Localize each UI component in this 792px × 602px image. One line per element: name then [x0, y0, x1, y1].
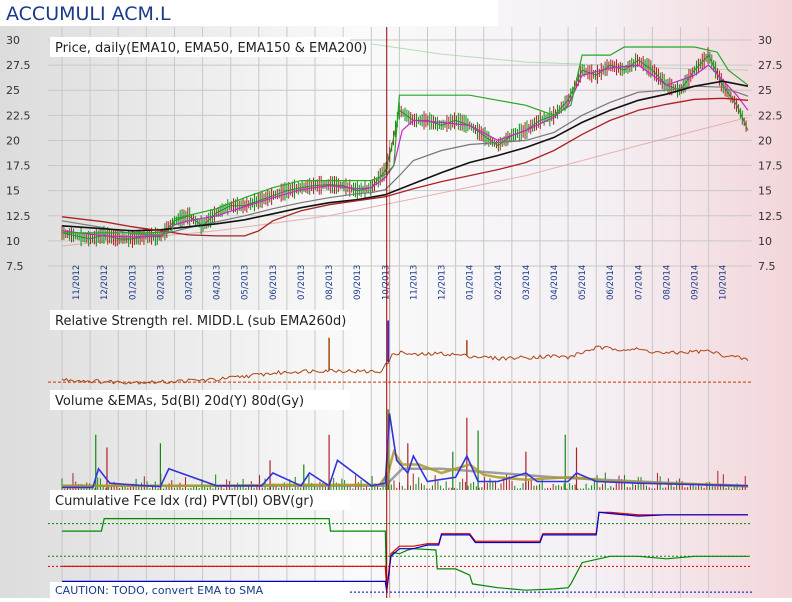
- price-panel-title-box: [50, 37, 350, 57]
- x-tick-label-4: 03/2013: [185, 265, 195, 300]
- x-tick-label-12: 11/2013: [409, 265, 419, 300]
- price-y-tick-right-9: 7.5: [758, 260, 776, 273]
- price-y-tick-right-8: 10: [758, 235, 772, 248]
- cumulative-panel-title: Cumulative Fce Idx (rd) PVT(bl) OBV(gr): [55, 494, 314, 509]
- price-y-tick-left-6: 15: [6, 185, 20, 198]
- price-series-ema150: [61, 80, 749, 232]
- volume-panel-title-box: [50, 390, 350, 410]
- price-y-tick-left-9: 7.5: [6, 260, 24, 273]
- price-series-high_band: [62, 46, 749, 234]
- price-panel: 30 30 27.5 27.5 25 25 22.5 22.5 20 20 17.5 17.5 15 15…: [6, 34, 783, 273]
- chart-title: ACCUMULI ACM.L: [6, 3, 171, 25]
- rs-panel-title-box: [50, 310, 350, 330]
- price-panel-title: Price, daily(EMA10, EMA50, EMA150 & EMA2…: [55, 41, 367, 56]
- x-tick-label-3: 02/2013: [156, 265, 166, 300]
- x-tick-label-7: 06/2013: [269, 265, 279, 300]
- x-tick-label-9: 08/2013: [325, 265, 335, 300]
- x-tick-label-22: 09/2014: [691, 265, 701, 300]
- volume-ema5-line: [62, 413, 749, 489]
- price-y-tick-left-8: 10: [6, 235, 20, 248]
- x-tick-label-8: 07/2013: [297, 265, 307, 300]
- x-tick-label-21: 08/2014: [662, 265, 672, 300]
- x-tick-label-18: 05/2014: [578, 265, 588, 300]
- price-y-tick-right-1: 27.5: [758, 59, 783, 72]
- price-y-tick-left-1: 27.5: [6, 59, 31, 72]
- price-y-tick-right-2: 25: [758, 84, 772, 97]
- x-tick-label-6: 05/2013: [241, 265, 251, 300]
- x-tick-label-5: 04/2013: [213, 265, 223, 300]
- price-y-tick-right-5: 17.5: [758, 160, 783, 173]
- price-y-tick-right-0: 30: [758, 34, 772, 47]
- x-tick-label-10: 09/2013: [353, 265, 363, 300]
- price-y-tick-left-4: 20: [6, 134, 20, 147]
- price-y-tick-left-0: 30: [6, 34, 20, 47]
- relative-strength-panel: [48, 320, 752, 385]
- price-y-tick-right-6: 15: [758, 185, 772, 198]
- price-y-tick-left-7: 12.5: [6, 210, 31, 223]
- x-tick-label-0: 11/2012: [72, 265, 82, 300]
- volume-panel: [61, 409, 749, 490]
- title-box: [0, 0, 498, 26]
- long-ema-pink-line: [61, 116, 749, 247]
- rs-panel-title: Relative Strength rel. MIDD.L (sub EMA26…: [55, 314, 346, 329]
- x-tick-label-17: 04/2014: [550, 265, 560, 300]
- x-tick-label-15: 02/2014: [494, 265, 504, 300]
- price-series-ema200: [61, 97, 749, 237]
- caution-note: CAUTION: TODO, convert EMA to SMA: [55, 584, 264, 597]
- rs-line: [61, 345, 749, 385]
- price-y-tick-right-4: 20: [758, 134, 772, 147]
- caution-box: [50, 582, 350, 598]
- price-series-price: [61, 54, 749, 240]
- x-tick-label-2: 01/2013: [128, 265, 138, 300]
- x-tick-label-16: 03/2014: [522, 265, 532, 300]
- price-y-tick-right-3: 22.5: [758, 109, 783, 122]
- price-y-tick-left-3: 22.5: [6, 109, 31, 122]
- price-series-ema10: [61, 64, 749, 238]
- long-ema-green-line: [371, 43, 749, 71]
- x-tick-label-14: 01/2014: [466, 265, 476, 300]
- volume-panel-title: Volume &EMAs, 5d(Bl) 20d(Y) 80d(Gy): [55, 394, 304, 409]
- x-tick-label-13: 12/2013: [438, 265, 448, 300]
- x-tick-label-19: 06/2014: [606, 265, 616, 300]
- x-tick-label-1: 12/2012: [100, 265, 110, 300]
- pvt-line: [62, 511, 748, 592]
- cumulative-panel: [48, 511, 752, 593]
- marker-layer: [386, 27, 391, 598]
- price-y-tick-left-2: 25: [6, 84, 20, 97]
- x-tick-label-23: 10/2014: [719, 265, 729, 300]
- cumulative-panel-title-box: [50, 490, 350, 510]
- x-tick-label-20: 07/2014: [634, 265, 644, 300]
- price-y-tick-right-7: 12.5: [758, 210, 783, 223]
- obv-line: [62, 518, 748, 591]
- price-y-tick-left-5: 17.5: [6, 160, 31, 173]
